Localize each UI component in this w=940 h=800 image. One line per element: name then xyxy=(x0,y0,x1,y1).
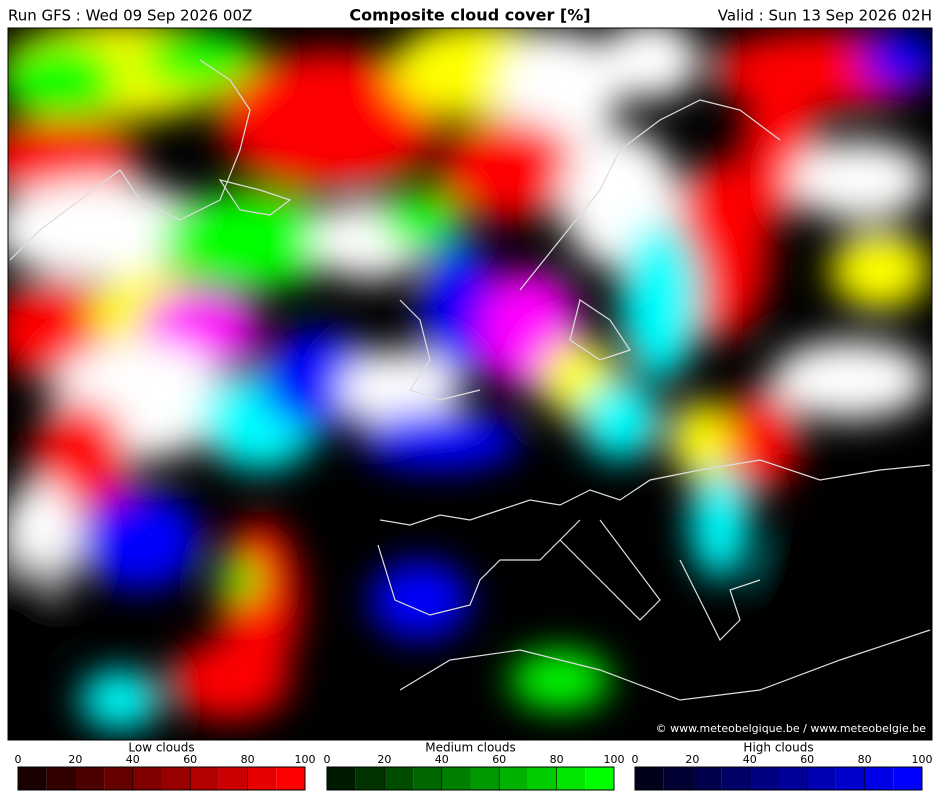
cloud-blob xyxy=(420,240,500,380)
legend-swatch xyxy=(778,767,808,790)
legend-swatch xyxy=(132,767,162,790)
legend-swatch xyxy=(527,767,557,790)
cloud-blob xyxy=(770,340,930,420)
legend-tick-label: 100 xyxy=(295,753,316,766)
legend-swatch xyxy=(692,767,722,790)
cloud-blob xyxy=(8,560,60,640)
legend-swatch xyxy=(893,767,922,790)
legend-title: Low clouds xyxy=(128,741,194,755)
legend-title: Medium clouds xyxy=(425,741,516,755)
legend-swatch xyxy=(18,767,47,790)
cloud-blob xyxy=(220,560,260,600)
cloud-blob xyxy=(360,410,520,470)
legend-swatch xyxy=(384,767,414,790)
cloud-blob xyxy=(160,190,340,290)
legend-swatch xyxy=(104,767,133,790)
cloud-blob xyxy=(370,560,470,640)
cloud-blob xyxy=(80,670,160,730)
cloud-blob xyxy=(670,400,730,480)
cloud-blob xyxy=(600,28,700,100)
legend-swatch xyxy=(864,767,894,790)
cloud-blob xyxy=(720,390,800,490)
legend-title: High clouds xyxy=(743,741,813,755)
legend-swatch xyxy=(327,767,356,790)
legend-tick-label: 20 xyxy=(68,753,82,766)
map-frame xyxy=(7,27,933,741)
cloud-blob xyxy=(8,180,210,280)
legend-swatch xyxy=(161,767,191,790)
cloud-blob xyxy=(690,460,750,580)
legend-swatch xyxy=(441,767,471,790)
legend-tick-label: 0 xyxy=(632,753,639,766)
cloud-blob xyxy=(380,190,460,250)
legend-swatch xyxy=(663,767,693,790)
coastlines xyxy=(9,59,931,701)
run-label: Run GFS : Wed 09 Sep 2026 00Z xyxy=(8,7,252,25)
legend-tick-label: 60 xyxy=(492,753,506,766)
map: © www.meteobelgique.be / www.meteobelgie… xyxy=(8,28,932,740)
map-title: Composite cloud cover [%] xyxy=(349,6,590,25)
cloud-blob xyxy=(8,40,120,120)
legend-swatch xyxy=(585,767,614,790)
legends: Low clouds 0 20 40 60 80 100 Medium clouds 0 20 40… xyxy=(15,741,933,791)
cloud-blob xyxy=(760,540,840,620)
cloud-blob xyxy=(790,140,930,220)
legend-tick-label: 100 xyxy=(604,753,625,766)
legend-swatch xyxy=(807,767,836,790)
legend-tick-label: 100 xyxy=(912,753,933,766)
cloud-blob xyxy=(580,380,660,460)
legend-swatch xyxy=(247,767,277,790)
cloud-blob xyxy=(830,230,930,310)
legend-swatch xyxy=(190,767,219,790)
legend-tick-label: 40 xyxy=(743,753,757,766)
cloud-blob xyxy=(440,120,580,220)
legend-tick-label: 0 xyxy=(15,753,22,766)
cloud-blob xyxy=(220,50,440,190)
legend-swatch xyxy=(635,767,664,790)
cloud-blob xyxy=(860,30,932,90)
legend-swatch xyxy=(470,767,500,790)
legend-swatch xyxy=(721,767,750,790)
cloud-blob xyxy=(620,220,700,380)
legend-swatch xyxy=(749,767,779,790)
legend-tick-label: 0 xyxy=(324,753,331,766)
legend-tick-label: 80 xyxy=(550,753,564,766)
legend-tick-label: 20 xyxy=(377,753,391,766)
legend-tick-label: 80 xyxy=(858,753,872,766)
legend-swatch xyxy=(276,767,305,790)
legend-tick-label: 60 xyxy=(800,753,814,766)
cloud-blob xyxy=(80,490,200,590)
legend-swatch xyxy=(218,767,248,790)
legend-tick-label: 80 xyxy=(241,753,255,766)
legend-swatch xyxy=(75,767,105,790)
legend-swatch xyxy=(46,767,76,790)
legend-tick-label: 40 xyxy=(126,753,140,766)
cloud-blob xyxy=(510,650,610,710)
cloud-field xyxy=(8,28,932,730)
legend-tick-label: 60 xyxy=(183,753,197,766)
credit: © www.meteobelgique.be / www.meteobelgie… xyxy=(656,722,927,735)
cloud-blob xyxy=(340,350,460,430)
cloud-blob xyxy=(170,640,290,720)
legend-swatch xyxy=(499,767,528,790)
legend-swatch xyxy=(355,767,385,790)
legend-swatch xyxy=(835,767,865,790)
legend-tick-label: 20 xyxy=(685,753,699,766)
legend-swatch xyxy=(556,767,586,790)
legend-tick-label: 40 xyxy=(435,753,449,766)
valid-label: Valid : Sun 13 Sep 2026 02H xyxy=(718,7,932,25)
cloud-blob xyxy=(500,30,620,150)
legend-swatch xyxy=(413,767,442,790)
